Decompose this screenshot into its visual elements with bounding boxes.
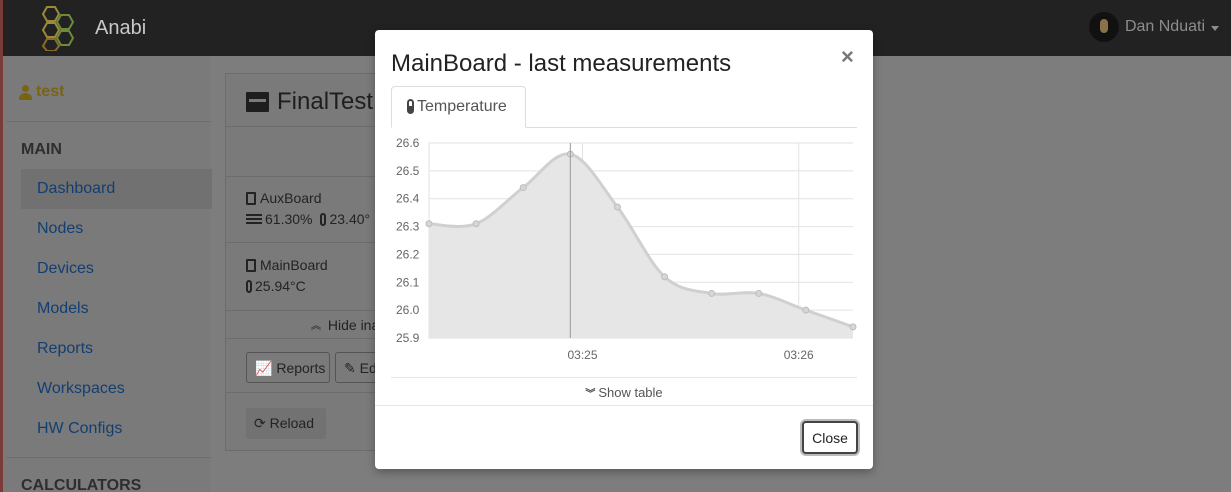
thermometer-icon: [246, 279, 252, 293]
hide-inactive-label: Hide ina: [327, 317, 380, 333]
show-table-toggle[interactable]: ︾ Show table: [391, 377, 857, 400]
sidebar-item-workspaces[interactable]: Workspaces: [37, 380, 125, 397]
sidebar-user[interactable]: test: [19, 83, 64, 101]
temperature-chart[interactable]: 26.6 26.5 26.4 26.3 26.2 26.1 26.0 25.9 03:25 03:…: [391, 134, 857, 374]
caret-down-icon: [1211, 25, 1219, 31]
data-point: [802, 306, 810, 314]
close-icon[interactable]: ×: [841, 44, 854, 69]
divider: [226, 126, 386, 127]
sidebar-item-nodes[interactable]: Nodes: [37, 220, 84, 237]
chip-icon: [246, 191, 256, 205]
y-tick-label: 26.5: [396, 164, 420, 178]
data-point: [613, 203, 621, 211]
y-tick-label: 26.2: [396, 247, 420, 261]
y-tick-label: 26.3: [396, 220, 420, 234]
workspace-panel: FinalTest AuxBoard 61.30% 23.40° MainBoa…: [225, 73, 386, 451]
data-point: [849, 323, 857, 331]
data-point: [755, 289, 763, 297]
board-auxboard[interactable]: AuxBoard: [246, 190, 321, 206]
thermometer-icon: [320, 212, 327, 226]
close-button[interactable]: Close: [802, 421, 858, 454]
edit-icon: ✎: [344, 360, 356, 376]
tab-temperature[interactable]: Temperature: [391, 86, 526, 128]
sidebar-item-models[interactable]: Models: [37, 300, 89, 317]
divider: [226, 242, 386, 243]
board-readings: 25.94°C: [246, 278, 306, 294]
divider: [226, 338, 386, 339]
archive-icon: [246, 92, 269, 112]
divider: [6, 457, 211, 458]
board-name: MainBoard: [260, 257, 328, 273]
board-readings: 61.30% 23.40°: [246, 211, 370, 227]
panel-title: FinalTest: [246, 88, 373, 116]
section-calculators: CALCULATORS: [21, 477, 142, 492]
user-name: Dan Nduati: [1124, 18, 1205, 35]
chevron-up-icon: ︾: [311, 318, 321, 329]
data-point: [708, 289, 716, 297]
divider: [226, 392, 386, 393]
humidity-icon: [246, 214, 262, 224]
modal-title: MainBoard - last measurements: [391, 50, 732, 77]
tab-label: Temperature: [417, 98, 507, 115]
data-point: [519, 184, 527, 192]
series-line: [428, 152, 854, 329]
reload-button-label: Reload: [269, 415, 314, 431]
humidity-value: 61.30%: [265, 211, 313, 227]
temperature-value: 25.94°C: [255, 278, 306, 294]
y-tick-label: 25.9: [396, 331, 420, 345]
avatar: [1088, 12, 1119, 42]
hide-inactive-toggle[interactable]: ︾ Hide ina: [311, 317, 379, 333]
temperature-value: 23.40°: [329, 211, 371, 227]
y-tick-label: 26.4: [396, 192, 420, 206]
thermometer-icon: [407, 99, 414, 114]
divider: [6, 121, 211, 122]
reports-button[interactable]: 📈 Reports: [246, 352, 330, 383]
modal-footer-divider: [375, 405, 873, 406]
x-tick-label: 03:26: [784, 348, 814, 362]
y-tick-label: 26.6: [396, 136, 420, 150]
sidebar: test MAIN Dashboard Nodes Devices Models…: [0, 56, 212, 492]
sidebar-item-hw-configs[interactable]: HW Configs: [37, 420, 123, 437]
sidebar-user-label: test: [36, 83, 65, 100]
panel-title-text: FinalTest: [277, 88, 374, 115]
sidebar-item-devices[interactable]: Devices: [37, 260, 94, 277]
board-name: AuxBoard: [260, 190, 322, 206]
y-tick-label: 26.1: [396, 275, 420, 289]
user-icon: [19, 84, 32, 100]
edit-button-label: Ed: [359, 360, 377, 376]
show-table-label: Show table: [598, 385, 663, 400]
x-tick-label: 03:25: [567, 348, 597, 362]
tab-bar: [391, 127, 857, 128]
sidebar-item-dashboard[interactable]: Dashboard: [21, 169, 212, 209]
line-chart-icon: 📈: [255, 360, 273, 376]
reload-button[interactable]: ⟳ Reload: [246, 408, 326, 439]
reports-button-label: Reports: [276, 360, 326, 376]
data-point: [472, 220, 480, 228]
divider: [226, 176, 386, 177]
board-mainboard[interactable]: MainBoard: [246, 257, 328, 273]
chevron-down-icon: ︾: [585, 389, 596, 400]
sidebar-item-reports[interactable]: Reports: [37, 340, 94, 357]
data-point: [425, 220, 433, 228]
measurements-modal: MainBoard - last measurements × Temperat…: [375, 30, 873, 469]
section-main: MAIN: [21, 141, 62, 158]
y-tick-label: 26.0: [396, 303, 420, 317]
divider: [226, 310, 386, 311]
chip-icon: [246, 258, 256, 272]
refresh-icon: ⟳: [254, 415, 266, 431]
brand-name[interactable]: Anabi: [95, 17, 147, 39]
data-point: [661, 273, 669, 281]
user-menu[interactable]: Dan Nduati: [1088, 12, 1219, 42]
honeycomb-logo-icon[interactable]: [37, 5, 77, 51]
